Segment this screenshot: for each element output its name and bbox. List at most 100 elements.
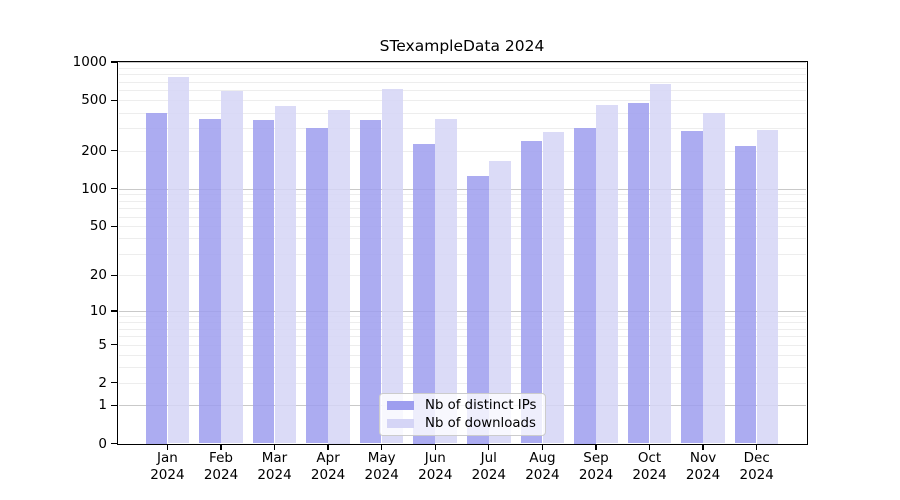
y-tick-mark <box>111 99 118 101</box>
x-tick-label-jul: Jul 2024 <box>471 450 506 483</box>
gridline-minor <box>118 216 806 218</box>
y-tick-mark <box>111 343 118 346</box>
y-tick-label-1: 1 <box>98 397 107 414</box>
legend-item-downloads: Nb of downloads <box>387 415 541 432</box>
bar-downloads-jun <box>435 119 457 444</box>
y-tick-mark <box>111 188 118 190</box>
bar-downloads-nov <box>703 113 725 444</box>
bar-distinct-ips-may <box>359 119 382 444</box>
legend: Nb of distinct IPs Nb of downloads <box>379 393 546 436</box>
x-tick-label-jun: Jun 2024 <box>418 450 453 483</box>
chart-title: STexampleData 2024 <box>379 37 545 55</box>
gridline-major <box>118 188 806 190</box>
bar-distinct-ips-oct <box>627 102 650 444</box>
bar-downloads-dec <box>756 130 779 444</box>
x-tick-label-dec: Dec 2024 <box>739 450 774 483</box>
x-tick-label-nov: Nov 2024 <box>685 450 721 483</box>
x-tick-mark <box>702 444 704 450</box>
bar-downloads-jan <box>167 77 190 444</box>
bar-downloads-mar <box>274 105 297 444</box>
x-tick-mark <box>273 444 276 450</box>
gridline-minor <box>118 112 806 114</box>
bar-downloads-jul <box>489 161 511 444</box>
bar-distinct-ips-dec <box>734 145 757 444</box>
bar-distinct-ips-jun <box>413 143 435 444</box>
y-tick-mark <box>111 61 118 63</box>
bar-distinct-ips-mar <box>252 119 275 444</box>
y-tick-mark <box>111 382 118 384</box>
bar-downloads-may <box>381 88 404 444</box>
gridline-minor <box>118 322 806 324</box>
gridline-major <box>118 62 806 63</box>
gridline-minor <box>118 253 806 255</box>
gridline-minor <box>118 81 806 83</box>
y-tick-label-5: 5 <box>98 336 107 353</box>
y-tick-label-2: 2 <box>98 374 107 391</box>
x-tick-mark <box>166 444 169 450</box>
bar-distinct-ips-apr <box>306 128 328 444</box>
y-tick-mark <box>111 150 118 152</box>
x-tick-mark <box>648 444 651 450</box>
gridline-major <box>118 311 806 313</box>
bar-downloads-apr <box>328 110 350 444</box>
gridline-minor <box>118 226 806 228</box>
bar-downloads-sep <box>596 104 618 444</box>
gridline-minor <box>118 354 806 356</box>
gridline-minor <box>118 208 806 210</box>
x-tick-mark <box>220 444 222 450</box>
gridline-minor <box>118 316 806 318</box>
y-tick-mark <box>111 225 118 228</box>
x-tick-label-may: May 2024 <box>364 450 399 483</box>
gridline-minor <box>118 336 806 337</box>
y-tick-label-100: 100 <box>81 180 107 197</box>
bar-distinct-ips-aug <box>520 140 543 444</box>
gridline-minor <box>118 366 806 368</box>
x-tick-mark <box>756 444 758 450</box>
gridline-minor <box>118 67 806 69</box>
gridline-minor <box>118 128 806 130</box>
y-tick-mark <box>111 404 118 406</box>
bar-distinct-ips-jul <box>467 176 489 444</box>
x-tick-label-sep: Sep 2024 <box>578 450 614 483</box>
y-tick-label-0: 0 <box>98 435 107 452</box>
x-tick-mark <box>488 444 490 450</box>
x-tick-mark <box>327 444 329 450</box>
bar-distinct-ips-nov <box>681 130 703 444</box>
gridline-minor <box>118 100 806 102</box>
y-tick-mark <box>111 442 118 445</box>
y-tick-label-20: 20 <box>89 267 107 284</box>
gridline-minor <box>118 194 806 196</box>
y-tick-label-1000: 1000 <box>72 54 107 70</box>
gridline-minor <box>118 275 806 277</box>
x-tick-mark <box>434 444 436 450</box>
x-tick-label-aug: Aug 2024 <box>525 450 560 483</box>
bar-downloads-oct <box>649 84 672 444</box>
y-tick-label-50: 50 <box>89 218 107 235</box>
gridline-minor <box>118 90 806 92</box>
x-tick-mark <box>541 444 544 450</box>
legend-item-distinct-ips: Nb of distinct IPs <box>387 397 541 414</box>
gridline-minor <box>118 238 806 240</box>
y-tick-label-500: 500 <box>81 92 107 109</box>
gridline-minor <box>118 200 806 202</box>
bar-distinct-ips-sep <box>574 128 596 444</box>
legend-label-downloads: Nb of downloads <box>425 416 536 431</box>
gridline-minor <box>118 150 806 152</box>
legend-swatch-downloads <box>387 418 414 429</box>
bar-distinct-ips-feb <box>199 118 221 444</box>
legend-label-distinct-ips: Nb of distinct IPs <box>425 398 537 413</box>
x-tick-label-oct: Oct 2024 <box>632 450 667 483</box>
x-tick-label-mar: Mar 2024 <box>257 450 292 483</box>
gridline-minor <box>118 74 806 76</box>
bar-downloads-feb <box>221 90 243 444</box>
y-tick-label-10: 10 <box>89 303 107 320</box>
x-tick-label-apr: Apr 2024 <box>310 450 346 483</box>
gridline-minor <box>118 328 806 330</box>
y-tick-label-200: 200 <box>81 142 107 159</box>
gridline-minor <box>118 382 806 384</box>
x-tick-mark <box>381 444 383 450</box>
y-tick-mark <box>111 274 118 277</box>
x-tick-label-jan: Jan 2024 <box>150 450 185 483</box>
bar-distinct-ips-jan <box>145 112 168 444</box>
